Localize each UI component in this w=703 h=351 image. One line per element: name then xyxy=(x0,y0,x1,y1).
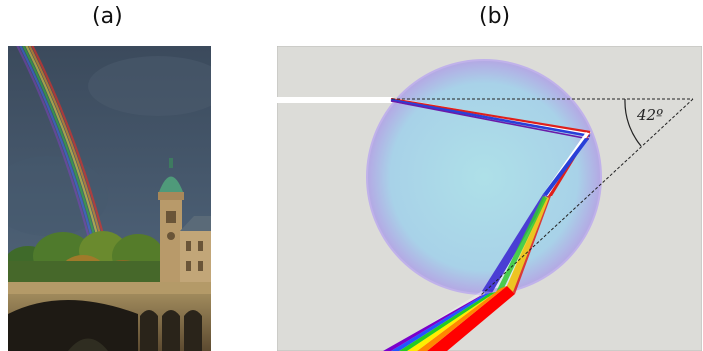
rainbow-arc xyxy=(16,46,108,247)
water-droplet xyxy=(366,59,602,295)
rainbow-photo xyxy=(8,46,211,351)
stone-bridge xyxy=(8,282,211,351)
panel-label-a: (a) xyxy=(92,4,123,29)
angle-label: 42º xyxy=(636,106,663,124)
construction-lines xyxy=(392,98,694,297)
panel-label-b: (b) xyxy=(479,4,511,29)
exiting-spectrum xyxy=(383,286,515,351)
internal-ray-fan xyxy=(389,97,591,140)
angle-arc xyxy=(624,98,642,147)
refraction-diagram: 42º xyxy=(277,46,702,351)
clock-tower xyxy=(158,158,211,291)
incoming-white-beam xyxy=(277,97,392,103)
reflected-ray-fan xyxy=(482,132,591,298)
